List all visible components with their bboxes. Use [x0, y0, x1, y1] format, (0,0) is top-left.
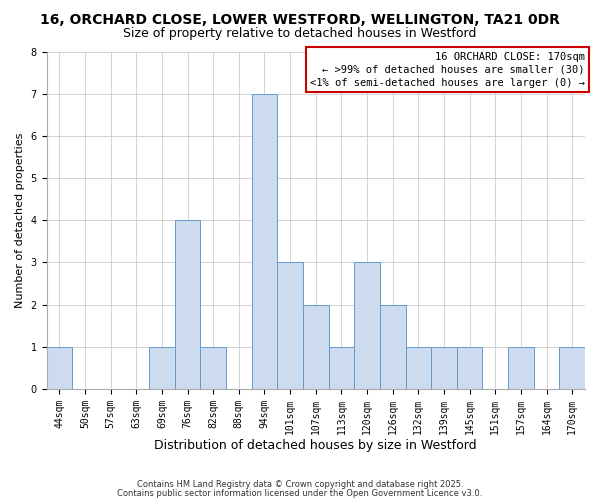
Bar	[329, 347, 354, 389]
Text: 16, ORCHARD CLOSE, LOWER WESTFORD, WELLINGTON, TA21 0DR: 16, ORCHARD CLOSE, LOWER WESTFORD, WELLI…	[40, 12, 560, 26]
Bar	[175, 220, 200, 389]
Bar	[149, 347, 175, 389]
Bar	[200, 347, 226, 389]
Text: Contains HM Land Registry data © Crown copyright and database right 2025.: Contains HM Land Registry data © Crown c…	[137, 480, 463, 489]
X-axis label: Distribution of detached houses by size in Westford: Distribution of detached houses by size …	[154, 440, 477, 452]
Bar	[303, 304, 329, 389]
Bar	[251, 94, 277, 389]
Bar	[508, 347, 534, 389]
Bar	[457, 347, 482, 389]
Bar	[47, 347, 72, 389]
Text: Size of property relative to detached houses in Westford: Size of property relative to detached ho…	[124, 28, 476, 40]
Y-axis label: Number of detached properties: Number of detached properties	[15, 132, 25, 308]
Bar	[354, 262, 380, 389]
Bar	[559, 347, 585, 389]
Text: 16 ORCHARD CLOSE: 170sqm
← >99% of detached houses are smaller (30)
<1% of semi-: 16 ORCHARD CLOSE: 170sqm ← >99% of detac…	[310, 52, 585, 88]
Bar	[277, 262, 303, 389]
Bar	[431, 347, 457, 389]
Bar	[380, 304, 406, 389]
Text: Contains public sector information licensed under the Open Government Licence v3: Contains public sector information licen…	[118, 488, 482, 498]
Bar	[406, 347, 431, 389]
